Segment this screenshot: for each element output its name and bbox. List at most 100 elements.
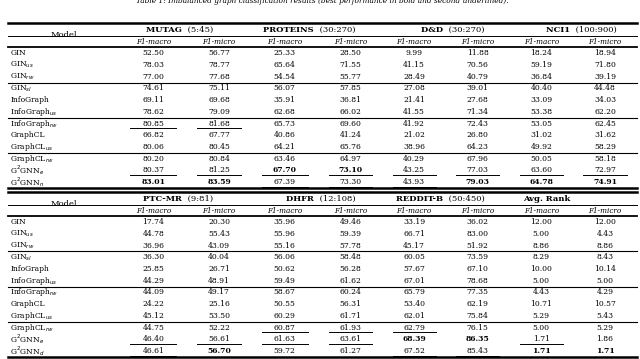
Text: 73.30: 73.30 [339,178,362,186]
Text: 18.94: 18.94 [594,49,616,57]
Text: 10.57: 10.57 [594,300,616,308]
Text: 4.43: 4.43 [596,230,614,238]
Text: 40.40: 40.40 [531,84,552,92]
Text: 25.16: 25.16 [208,300,230,308]
Text: F1-macro: F1-macro [397,38,432,46]
Text: 52.22: 52.22 [208,324,230,332]
Text: 52.50: 52.50 [142,49,164,57]
Text: 53.50: 53.50 [208,312,230,320]
Text: 44.48: 44.48 [594,84,616,92]
Text: 5.29: 5.29 [533,312,550,320]
Text: 33.19: 33.19 [403,218,425,226]
Text: F1-micro: F1-micro [202,207,236,215]
Text: 57.78: 57.78 [340,242,362,250]
Text: 26.71: 26.71 [208,265,230,273]
Text: 77.03: 77.03 [467,167,489,174]
Text: 68.39: 68.39 [403,335,426,343]
Text: 21.02: 21.02 [403,131,425,139]
Text: GIN: GIN [10,49,26,57]
Text: MUTAG: MUTAG [147,26,185,34]
Text: InfoGraph$_{us}$: InfoGraph$_{us}$ [10,275,58,287]
Text: 75.84: 75.84 [467,312,489,320]
Text: (5:45): (5:45) [185,26,213,34]
Text: 55.77: 55.77 [340,73,362,81]
Text: G$^2$GNN$_n$: G$^2$GNN$_n$ [10,175,45,189]
Text: 69.60: 69.60 [340,120,362,127]
Text: 81.25: 81.25 [208,167,230,174]
Text: 10.71: 10.71 [531,300,552,308]
Text: 79.03: 79.03 [466,178,490,186]
Text: 41.15: 41.15 [403,61,425,69]
Text: 20.30: 20.30 [208,218,230,226]
Text: F1-micro: F1-micro [461,38,494,46]
Text: 56.61: 56.61 [208,335,230,343]
Text: 36.84: 36.84 [531,73,552,81]
Text: 36.81: 36.81 [339,96,362,104]
Text: 83.59: 83.59 [207,178,231,186]
Text: 61.71: 61.71 [340,312,362,320]
Text: 5.00: 5.00 [533,277,550,285]
Text: F1-macro: F1-macro [524,38,559,46]
Text: 55.16: 55.16 [274,242,296,250]
Text: 51.92: 51.92 [467,242,489,250]
Text: 61.63: 61.63 [274,335,296,343]
Text: 43.93: 43.93 [403,178,425,186]
Text: 18.24: 18.24 [531,49,552,57]
Text: 59.49: 59.49 [274,277,296,285]
Text: 5.00: 5.00 [533,324,550,332]
Text: 64.97: 64.97 [340,155,362,163]
Text: GraphCL$_{rw}$: GraphCL$_{rw}$ [10,153,54,165]
Text: F1-micro: F1-micro [588,207,621,215]
Text: 58.67: 58.67 [274,289,296,297]
Text: 40.04: 40.04 [208,253,230,261]
Text: 56.06: 56.06 [274,253,296,261]
Text: 61.93: 61.93 [339,324,362,332]
Text: 40.29: 40.29 [403,155,425,163]
Text: 60.05: 60.05 [403,253,425,261]
Text: 53.38: 53.38 [531,108,552,116]
Text: 78.62: 78.62 [142,108,164,116]
Text: 8.43: 8.43 [596,253,614,261]
Text: 60.87: 60.87 [274,324,296,332]
Text: Model: Model [50,200,77,208]
Text: 56.28: 56.28 [340,265,362,273]
Text: GIN$_{us}$: GIN$_{us}$ [10,229,34,239]
Text: 44.75: 44.75 [142,324,164,332]
Text: 77.00: 77.00 [142,73,164,81]
Text: 1.86: 1.86 [596,335,614,343]
Text: 26.80: 26.80 [467,131,489,139]
Text: 81.68: 81.68 [208,120,230,127]
Text: 62.68: 62.68 [274,108,296,116]
Text: GraphCL$_{us}$: GraphCL$_{us}$ [10,141,53,153]
Text: 76.15: 76.15 [467,324,489,332]
Text: 66.82: 66.82 [142,131,164,139]
Text: 46.61: 46.61 [142,347,164,355]
Text: (30:270): (30:270) [446,26,484,34]
Text: 73.59: 73.59 [467,253,489,261]
Text: 40.79: 40.79 [467,73,489,81]
Text: GIN$_{us}$: GIN$_{us}$ [10,60,34,70]
Text: G$^2$GNN$_e$: G$^2$GNN$_e$ [10,163,45,177]
Text: GraphCL$_{rw}$: GraphCL$_{rw}$ [10,322,54,334]
Text: 27.68: 27.68 [467,96,489,104]
Text: F1-micro: F1-micro [461,207,494,215]
Text: 67.70: 67.70 [273,167,297,174]
Text: 5.00: 5.00 [596,277,614,285]
Text: G$^2$GNN$_d$: G$^2$GNN$_d$ [10,344,45,358]
Text: 41.92: 41.92 [403,120,425,127]
Text: F1-macro: F1-macro [397,207,432,215]
Text: 8.86: 8.86 [596,242,614,250]
Text: 71.80: 71.80 [594,61,616,69]
Text: 45.12: 45.12 [142,312,164,320]
Text: 72.43: 72.43 [467,120,489,127]
Text: 60.24: 60.24 [340,289,362,297]
Text: PROTEINS: PROTEINS [263,26,317,34]
Text: 67.52: 67.52 [403,347,425,355]
Text: NCI1: NCI1 [546,26,573,34]
Text: 78.03: 78.03 [142,61,164,69]
Text: Avg. Rank: Avg. Rank [523,195,573,203]
Text: 40.86: 40.86 [274,131,296,139]
Text: 80.45: 80.45 [208,143,230,151]
Text: 78.77: 78.77 [208,61,230,69]
Text: 57.85: 57.85 [340,84,362,92]
